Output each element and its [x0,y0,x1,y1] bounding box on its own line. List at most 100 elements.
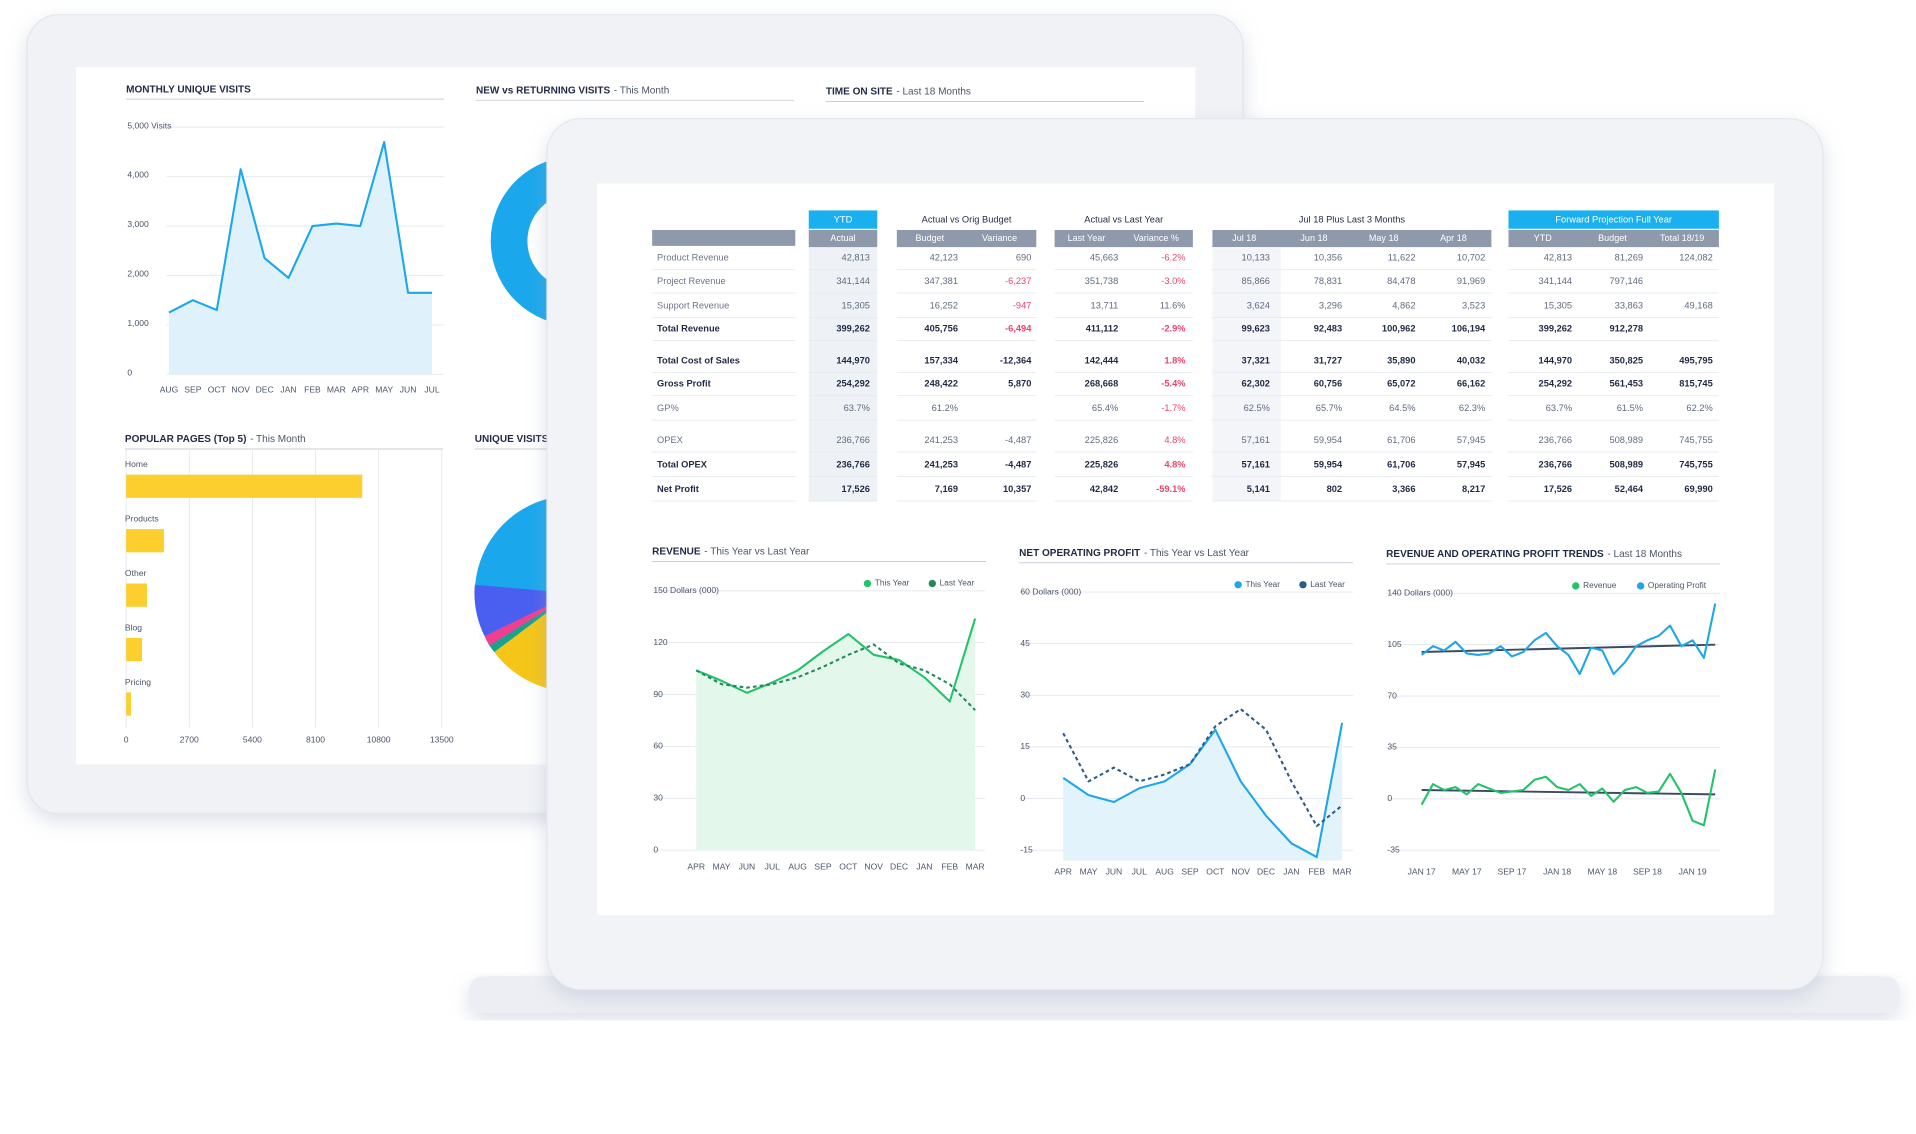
table-cell: 91,969 [1457,276,1485,286]
column-header: YTD [1534,233,1553,243]
table-cell: 10,357 [1003,484,1031,494]
table-cell: 64.5% [1389,403,1415,413]
table-cell: 16,252 [930,300,958,310]
table-cell: 495,795 [1679,355,1713,365]
table-cell: 225,826 [1085,459,1119,469]
table-cell: -6,237 [1005,276,1031,286]
y-tick-label: 60 Dollars (000) [1020,586,1081,596]
x-tick-label: DEC [256,384,274,394]
row-label: Total OPEX [657,459,708,469]
y-tick-label: 1,000 [127,318,149,328]
x-tick-label: MAY 17 [1452,866,1482,876]
table-cell: 561,453 [1609,379,1643,389]
title: NEW vs RETURNING VISITS [476,85,610,96]
legend-label: This Year [875,578,910,588]
x-tick-label: JUN [400,384,417,394]
table-cell: 347,381 [924,276,958,286]
table-cell: 57,945 [1457,459,1485,469]
table-cell: 62,302 [1242,379,1270,389]
row-label: GP% [657,403,679,413]
x-tick-label: FEB [941,862,958,872]
x-tick-label: 13500 [430,734,454,744]
table-cell: 99,623 [1242,324,1270,334]
chart-title: REVENUE - This Year vs Last Year [652,546,810,557]
table-cell: -12,364 [1000,355,1032,365]
y-tick-label: -15 [1020,844,1033,854]
table-cell: 5,870 [1008,379,1031,389]
table-cell: 59,954 [1314,459,1343,469]
table-cell: 42,813 [1544,253,1572,263]
table-cell: 49,168 [1684,300,1712,310]
line-series [695,618,977,703]
table-cell: 61.5% [1617,403,1643,413]
table-cell: 59,954 [1314,435,1342,445]
y-tick-label: 2,000 [127,269,149,279]
title: UNIQUE VISITS [475,434,549,445]
header-bar [1054,229,1193,248]
table-cell: 4,862 [1392,300,1415,310]
x-tick-label: MAY 18 [1587,866,1617,876]
table-cell: 15,305 [842,300,870,310]
x-tick-label: MAY [713,862,731,872]
header-bar [896,229,1037,248]
legend-swatch [1234,581,1242,589]
x-tick-label: JUL [1132,866,1147,876]
table-cell: 10,702 [1457,253,1485,263]
chart-title: POPULAR PAGES (Top 5) - This Month [125,434,306,445]
category-label: Other [125,568,147,578]
x-tick-label: APR [351,384,369,394]
table-cell: 57,945 [1457,435,1485,445]
table-cell: 1.8% [1164,355,1185,365]
y-tick-label: 35 [1387,742,1397,752]
table-cell: -1.7% [1161,403,1185,413]
row-label: Total Revenue [657,324,720,334]
chart-title: MONTHLY UNIQUE VISITS [126,84,251,95]
title: REVENUE [652,546,701,557]
y-tick-label: 90 [653,689,663,699]
table-cell: 745,755 [1679,459,1713,469]
table-cell: 248,422 [924,379,958,389]
row-label: Net Profit [657,484,699,494]
x-tick-label: OCT [1206,866,1225,876]
table-cell: 241,253 [924,435,958,445]
table-cell: 508,989 [1609,459,1643,469]
title: TIME ON SITE [826,86,893,97]
header-bar [652,229,796,246]
y-tick-label: 105 [1387,639,1402,649]
x-tick-label: APR [1054,866,1072,876]
table-cell: 17,526 [1544,484,1572,494]
x-tick-label: SEP 17 [1498,866,1527,876]
x-tick-label: 0 [124,734,129,744]
y-tick-label: 3,000 [127,219,149,229]
category-label: Products [125,514,159,524]
y-tick-label: 0 [1387,793,1392,803]
table-cell: 63.7% [1546,403,1572,413]
x-tick-label: MAY [1080,866,1098,876]
table-cell: 78,831 [1314,276,1342,286]
table-cell: 33,863 [1615,300,1643,310]
table-cell: 351,738 [1085,276,1119,286]
x-tick-label: AUG [788,862,807,872]
chart-title: REVENUE AND OPERATING PROFIT TRENDS - Las… [1386,549,1682,560]
title: MONTHLY UNIQUE VISITS [126,84,251,95]
x-tick-label: SEP [814,862,831,872]
table-cell: 254,292 [1539,379,1573,389]
table-cell: -947 [1013,300,1032,310]
y-tick-label: 5,000 Visits [127,120,171,130]
subtitle: - This Year vs Last Year [704,546,810,557]
header-bar [808,229,878,248]
x-tick-label: SEP [1181,866,1198,876]
column-header: Apr 18 [1440,233,1467,243]
table-cell: 61.2% [932,403,958,413]
table-cell: 236,766 [836,435,870,445]
line-series [1420,769,1717,827]
category-label: Pricing [125,677,151,687]
legend-swatch [1572,582,1580,590]
x-tick-label: MAR [327,384,346,394]
header-bar [1212,229,1492,248]
table-cell: 61,706 [1387,459,1415,469]
table-cell: 65.4% [1092,403,1118,413]
table-cell: 81,269 [1615,253,1643,263]
legend-label: Last Year [940,578,975,588]
table-cell: 42,123 [930,253,958,263]
